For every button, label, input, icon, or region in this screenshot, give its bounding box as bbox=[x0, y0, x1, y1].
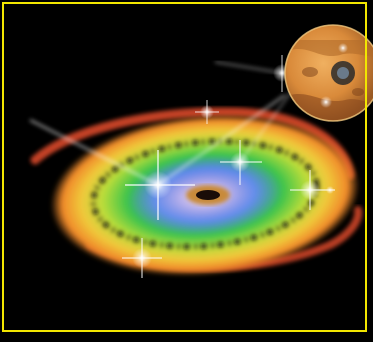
inset-planet bbox=[284, 24, 373, 122]
sparkle-star bbox=[29, 94, 286, 220]
sparkle-star bbox=[326, 186, 334, 194]
frame-border bbox=[2, 2, 367, 332]
sparkle-star bbox=[195, 100, 219, 124]
sparkle-star bbox=[122, 238, 162, 278]
central-star bbox=[186, 185, 230, 205]
sparkle-stars bbox=[29, 55, 335, 278]
